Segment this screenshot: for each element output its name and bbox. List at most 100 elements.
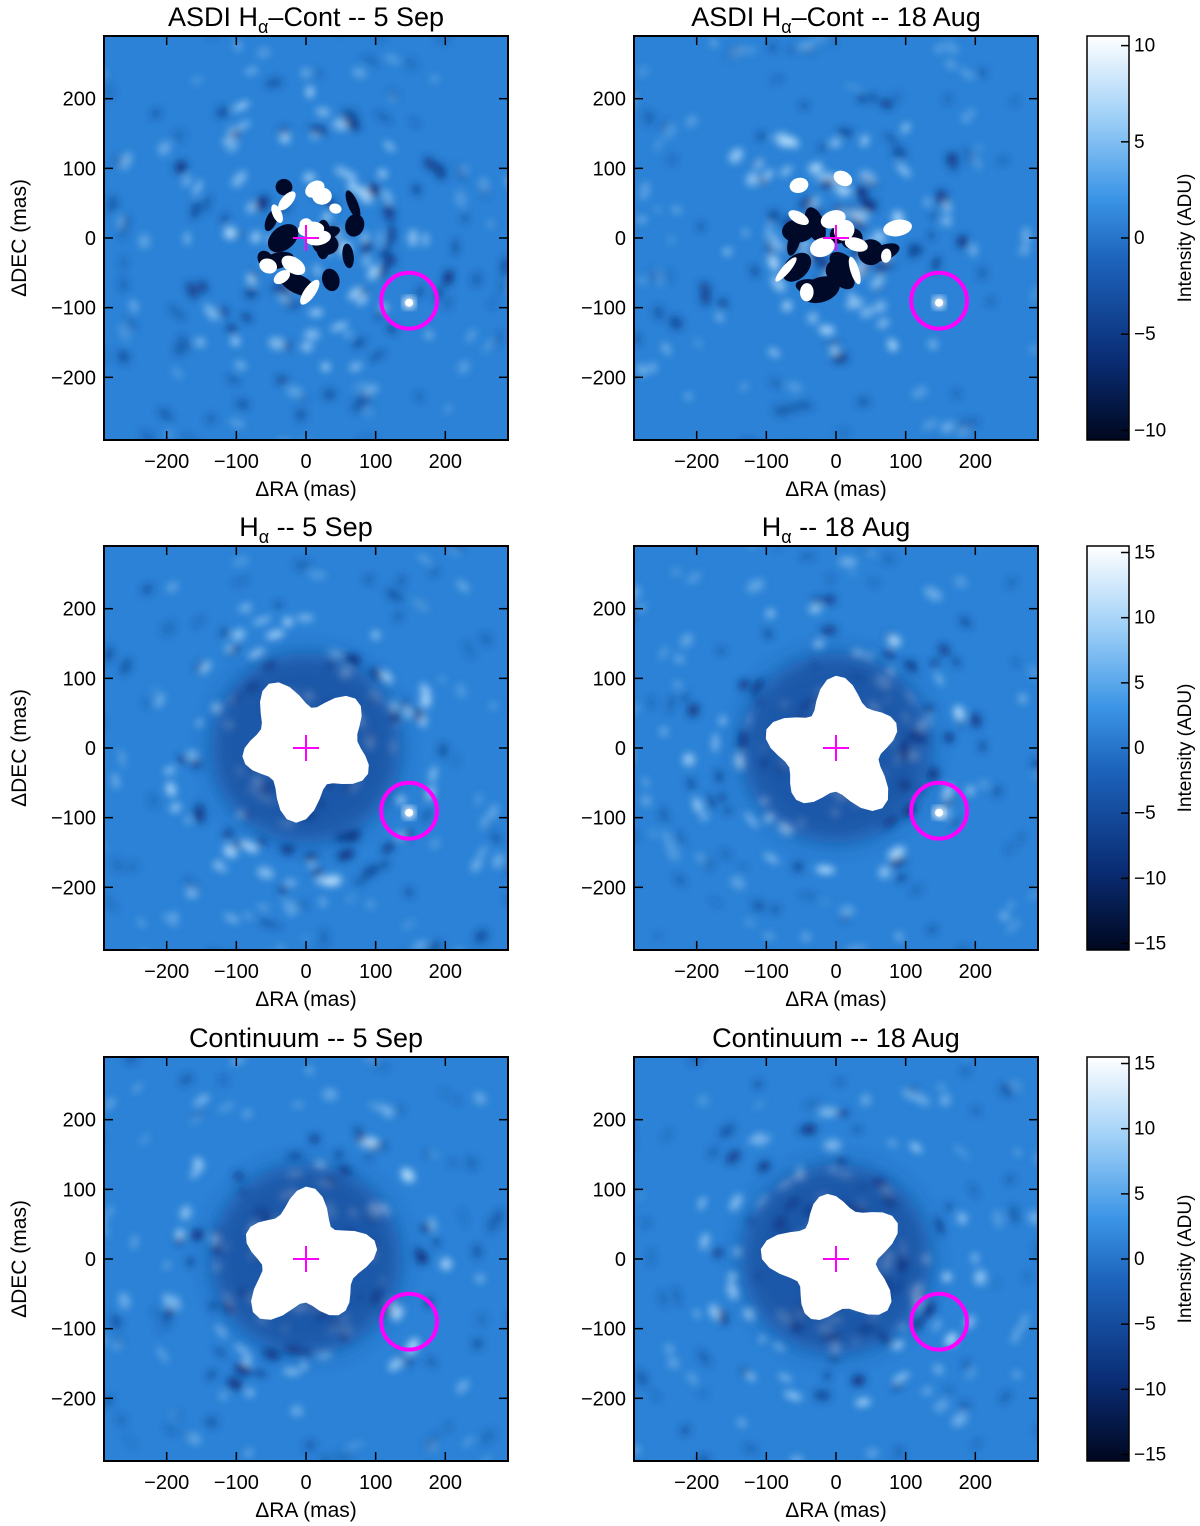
- speckle-bright: [438, 676, 446, 683]
- speckle-dark: [234, 1171, 244, 1182]
- x-axis-label: ΔRA (mas): [255, 988, 357, 1011]
- speckle-dark: [178, 754, 187, 764]
- speckle-dark: [908, 660, 917, 669]
- speckle-bright: [422, 232, 429, 247]
- speckle-bright: [563, 196, 570, 208]
- speckle-bright: [487, 219, 494, 229]
- xtick-label: 100: [359, 451, 392, 473]
- speckle-bright: [171, 1295, 181, 1311]
- speckle-dark: [486, 822, 494, 834]
- speckle-dark: [698, 222, 704, 231]
- speckle-dark: [1013, 658, 1019, 667]
- speckle-bright: [942, 784, 954, 802]
- speckle-bright: [86, 1415, 96, 1425]
- speckle-bright: [737, 1418, 747, 1427]
- bright-residual: [788, 210, 809, 226]
- colorbar-label: Intensity (ADU): [1175, 684, 1196, 813]
- panel-title: Continuum -- 18 Aug: [712, 1023, 960, 1053]
- xtick-label: 200: [959, 451, 992, 473]
- speckle-bright: [601, 695, 610, 713]
- speckle-dark: [275, 602, 282, 608]
- speckle-dark: [992, 517, 1005, 531]
- speckle-dark: [177, 335, 192, 351]
- speckle-bright: [934, 44, 942, 54]
- speckle-bright: [231, 337, 240, 346]
- xtick-label: 0: [830, 451, 841, 473]
- speckle-dark: [412, 707, 425, 722]
- speckle-dark: [198, 281, 208, 293]
- speckle-bright: [753, 158, 764, 170]
- speckle-bright: [1019, 1313, 1029, 1331]
- speckle-bright: [849, 570, 856, 577]
- speckle-dark: [115, 1413, 127, 1426]
- speckle-dark: [512, 591, 521, 601]
- speckle-bright: [860, 134, 869, 147]
- speckle-bright: [1019, 246, 1030, 256]
- speckle-bright: [234, 1343, 251, 1356]
- speckle-bright: [402, 705, 413, 719]
- speckle-dark: [493, 331, 503, 347]
- speckle-dark: [110, 1314, 122, 1330]
- speckle-bright: [334, 166, 349, 177]
- speckle-bright: [1052, 261, 1059, 280]
- speckle-bright: [686, 115, 698, 128]
- speckle-dark: [403, 57, 419, 70]
- speckle-dark: [869, 94, 877, 102]
- speckle-dark: [309, 1134, 320, 1143]
- speckle-dark: [840, 914, 850, 922]
- speckle-bright: [692, 513, 715, 533]
- speckle-dark: [641, 1218, 651, 1228]
- speckle-bright: [730, 876, 746, 890]
- bright-residual: [848, 256, 861, 285]
- colorbar-tick-label: 5: [1134, 132, 1145, 153]
- speckle-dark: [931, 212, 937, 221]
- speckle-dark: [820, 625, 838, 635]
- speckle-dark: [184, 877, 200, 892]
- speckle-dark: [552, 663, 564, 684]
- speckle-dark: [504, 896, 508, 904]
- companion-circle: [379, 270, 439, 331]
- dark-residual: [267, 224, 299, 253]
- speckle-dark: [620, 1156, 628, 1167]
- speckle-dark: [570, 198, 577, 206]
- speckle-dark: [827, 573, 834, 584]
- speckle-dark: [769, 378, 784, 389]
- speckle-bright: [1043, 418, 1055, 431]
- speckle-bright: [327, 651, 345, 659]
- speckle-dark: [977, 267, 987, 279]
- speckle-bright: [895, 931, 904, 942]
- speckle-dark: [944, 1386, 953, 1395]
- speckle-bright: [299, 1360, 308, 1371]
- speckle-dark: [367, 475, 377, 482]
- speckle-dark: [566, 646, 580, 660]
- speckle-dark: [388, 223, 396, 243]
- speckle-bright: [911, 386, 928, 398]
- speckle-bright: [266, 630, 285, 640]
- speckle-bright: [319, 897, 327, 908]
- bright-residual: [833, 170, 853, 187]
- title-subscript: α: [781, 527, 791, 547]
- speckle-bright: [429, 1216, 436, 1232]
- speckle-dark: [453, 239, 458, 256]
- speckle-bright: [786, 381, 803, 393]
- speckle-dark: [1033, 1241, 1038, 1261]
- speckle-bright: [616, 328, 627, 337]
- speckle-texture: [104, 36, 508, 440]
- speckle-dark: [923, 705, 934, 713]
- speckle-bright: [378, 169, 387, 179]
- speckle-bright: [475, 1274, 485, 1284]
- speckle-bright: [966, 107, 976, 118]
- speckle-bright: [693, 337, 703, 349]
- speckle-bright: [959, 1148, 970, 1160]
- speckle-bright: [782, 300, 793, 312]
- xtick-label: 0: [830, 1472, 841, 1494]
- speckle-bright: [744, 812, 759, 828]
- speckle-dark: [909, 243, 915, 259]
- speckle-bright: [692, 797, 703, 813]
- speckle-dark: [1000, 1391, 1011, 1404]
- dark-residual: [275, 178, 293, 196]
- speckle-bright: [716, 313, 723, 322]
- speckle-dark: [770, 905, 780, 914]
- speckle-dark: [164, 1307, 175, 1317]
